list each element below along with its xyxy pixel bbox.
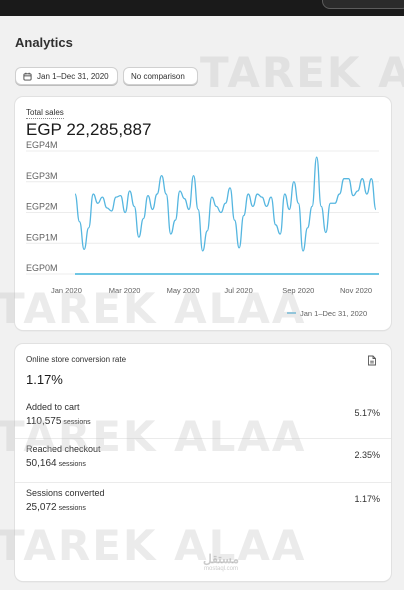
x-tick-label: Sep 2020 xyxy=(282,286,314,295)
row-unit: sessions xyxy=(58,461,86,468)
funnel-row-added-to-cart: Added to cart 110,575 sessions 5.17% xyxy=(15,396,391,440)
row-count: 110,575 xyxy=(26,416,62,427)
total-sales-label: Total sales xyxy=(26,108,64,119)
row-percent: 2.35% xyxy=(354,450,380,460)
x-tick-label: May 2020 xyxy=(167,286,200,295)
row-unit: sessions xyxy=(58,505,86,512)
y-tick-label: EGP2M xyxy=(26,202,58,212)
row-divider xyxy=(15,438,391,439)
total-sales-card: Total sales EGP 22,285,887 EGP4M EGP3M EGP… xyxy=(15,97,391,330)
row-count: 50,164 xyxy=(26,458,57,469)
funnel-row-sessions-converted: Sessions converted 25,072 sessions 1.17% xyxy=(15,482,391,526)
row-percent: 5.17% xyxy=(354,408,380,418)
row-unit: sessions xyxy=(63,419,91,426)
export-icon[interactable] xyxy=(367,355,377,366)
x-tick-label: Nov 2020 xyxy=(340,286,372,295)
sales-series-line xyxy=(74,156,377,252)
date-range-label: Jan 1–Dec 31, 2020 xyxy=(37,71,109,81)
row-label: Sessions converted xyxy=(26,488,105,498)
row-label: Added to cart xyxy=(26,402,80,412)
comparison-label: No comparison xyxy=(131,71,185,81)
funnel-row-reached-checkout: Reached checkout 50,164 sessions 2.35% xyxy=(15,438,391,482)
x-tick-label: Jul 2020 xyxy=(224,286,252,295)
watermark: TAREK ALAA xyxy=(200,48,404,97)
row-label: Reached checkout xyxy=(26,444,101,454)
y-tick-label: EGP0M xyxy=(26,263,58,273)
y-tick-label: EGP3M xyxy=(26,171,58,181)
conversion-value: 1.17% xyxy=(26,372,63,387)
search-input[interactable] xyxy=(322,0,404,9)
top-bar xyxy=(0,0,404,16)
row-divider xyxy=(15,482,391,483)
x-tick-label: Jan 2020 xyxy=(51,286,82,295)
date-range-button[interactable]: Jan 1–Dec 31, 2020 xyxy=(15,67,118,85)
conversion-title: Online store conversion rate xyxy=(26,355,127,364)
x-tick-label: Mar 2020 xyxy=(109,286,141,295)
calendar-icon xyxy=(23,72,32,81)
page-title: Analytics xyxy=(15,35,73,50)
conversion-card: Online store conversion rate 1.17% Added… xyxy=(15,344,391,581)
row-count: 25,072 xyxy=(26,502,57,513)
sales-line-chart: EGP4M EGP3M EGP2M EGP1M EGP0M Jan 2020 Mar 202… xyxy=(26,140,379,318)
row-percent: 1.17% xyxy=(354,494,380,504)
y-tick-label: EGP1M xyxy=(26,232,58,242)
legend-label: Jan 1–Dec 31, 2020 xyxy=(300,309,367,318)
y-tick-label: EGP4M xyxy=(26,140,58,150)
total-sales-value: EGP 22,285,887 xyxy=(26,120,152,139)
comparison-button[interactable]: No comparison xyxy=(123,67,198,85)
